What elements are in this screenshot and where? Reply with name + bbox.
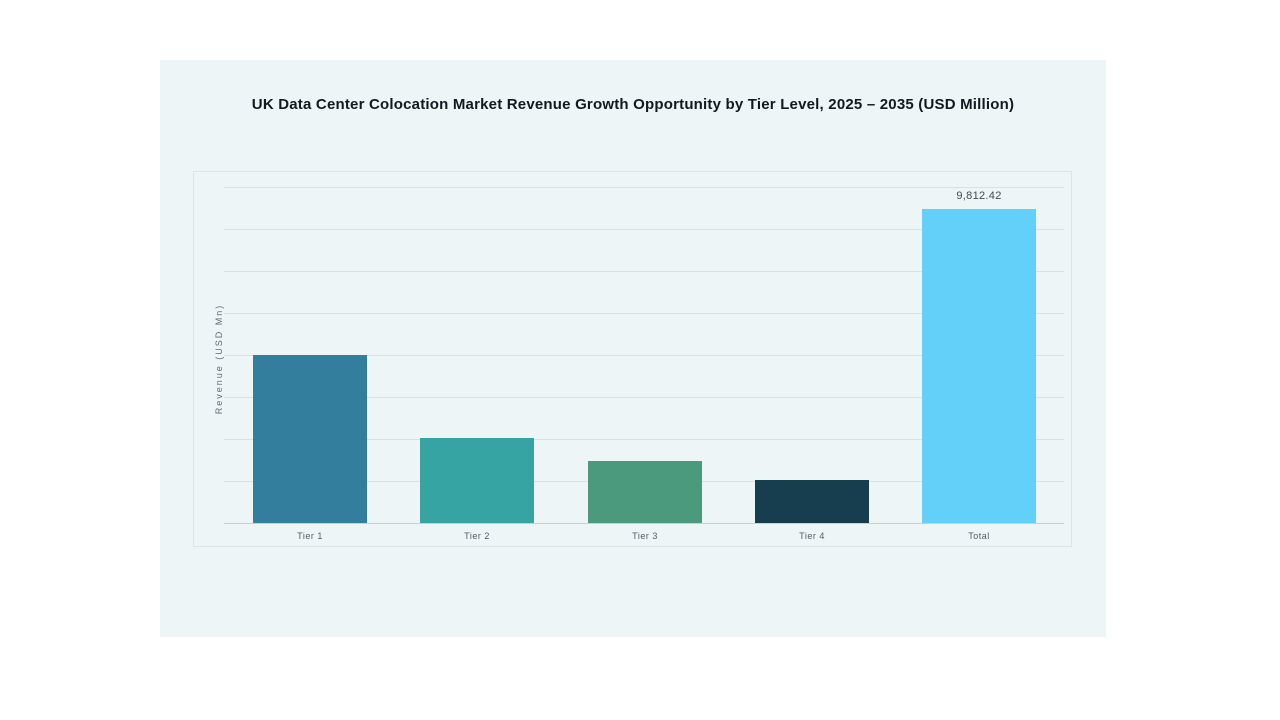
- chart-title: UK Data Center Colocation Market Revenue…: [251, 96, 1015, 113]
- gridline: [224, 355, 1064, 356]
- gridline: [224, 187, 1064, 188]
- plot-area: Revenue (USD Mn) Tier 1 Tier 2 Tier 3 Tier …: [193, 171, 1072, 547]
- x-tick-label-tier-1: Tier 1: [297, 531, 323, 541]
- gridline: [224, 271, 1064, 272]
- gridline: [224, 313, 1064, 314]
- value-label-total: 9,812.42: [956, 190, 1002, 202]
- gridline: [224, 439, 1064, 440]
- x-tick-label-tier-2: Tier 2: [464, 531, 490, 541]
- x-axis-line: [224, 523, 1064, 524]
- bar-tier-1: [253, 355, 367, 523]
- x-tick-label-total: Total: [968, 531, 990, 541]
- y-axis-label-text: Revenue (USD Mn): [214, 303, 224, 415]
- bar-tier-3: [588, 461, 702, 523]
- chart-panel: UK Data Center Colocation Market Revenue…: [160, 60, 1106, 637]
- bar-tier-2: [420, 438, 534, 523]
- bar-tier-4: [755, 480, 869, 523]
- gridline: [224, 229, 1064, 230]
- x-tick-label-tier-4: Tier 4: [799, 531, 825, 541]
- bar-total: [922, 209, 1036, 523]
- x-tick-label-tier-3: Tier 3: [632, 531, 658, 541]
- gridline: [224, 397, 1064, 398]
